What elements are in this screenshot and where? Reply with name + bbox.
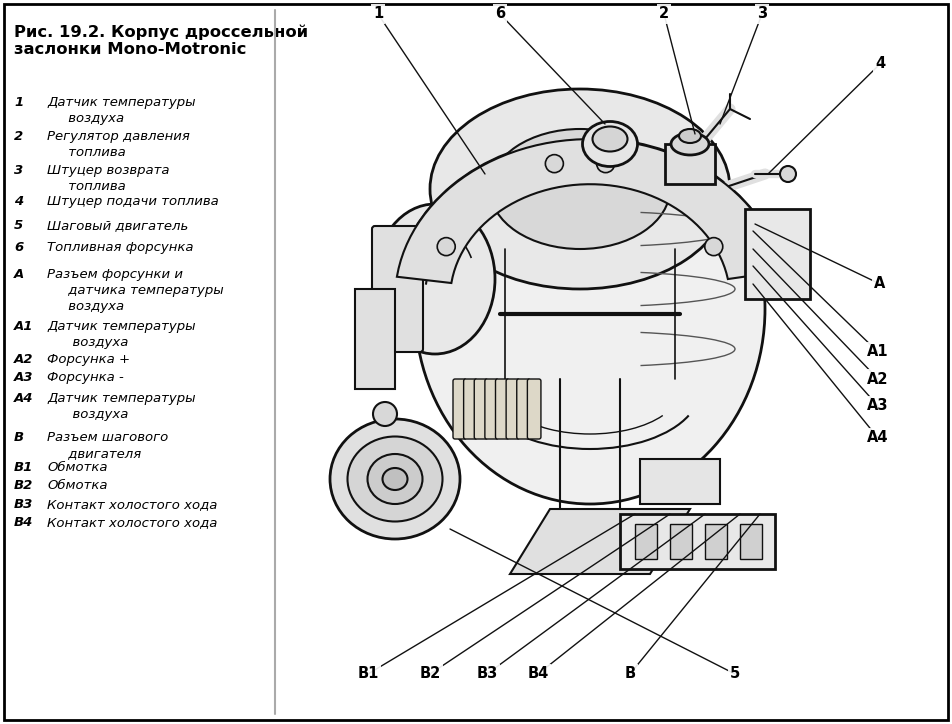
Text: B4: B4 bbox=[527, 667, 548, 681]
Polygon shape bbox=[397, 139, 782, 283]
Text: A3: A3 bbox=[14, 371, 33, 384]
Text: Форсунка +: Форсунка + bbox=[47, 353, 130, 366]
FancyBboxPatch shape bbox=[453, 379, 466, 439]
Text: B2: B2 bbox=[420, 667, 441, 681]
Text: B2: B2 bbox=[14, 479, 33, 492]
Ellipse shape bbox=[583, 122, 638, 167]
FancyBboxPatch shape bbox=[495, 379, 509, 439]
Ellipse shape bbox=[679, 129, 701, 143]
Text: 1: 1 bbox=[14, 96, 23, 109]
Text: Форсунка -: Форсунка - bbox=[47, 371, 124, 384]
Text: A: A bbox=[14, 268, 24, 281]
FancyBboxPatch shape bbox=[517, 379, 530, 439]
FancyBboxPatch shape bbox=[485, 379, 499, 439]
Bar bbox=[635, 524, 657, 559]
Text: A: A bbox=[874, 277, 885, 292]
Text: заслонки Mono-Motronic: заслонки Mono-Motronic bbox=[14, 42, 247, 57]
Circle shape bbox=[780, 166, 796, 182]
Text: Топливная форсунка: Топливная форсунка bbox=[47, 241, 193, 254]
FancyBboxPatch shape bbox=[506, 379, 520, 439]
Ellipse shape bbox=[347, 437, 443, 521]
Bar bbox=[620, 514, 775, 569]
Text: Датчик температуры
     воздуха: Датчик температуры воздуха bbox=[47, 96, 195, 125]
Text: Контакт холостого хода: Контакт холостого хода bbox=[47, 516, 217, 529]
Ellipse shape bbox=[592, 127, 627, 151]
Text: B3: B3 bbox=[476, 667, 498, 681]
Text: Обмотка: Обмотка bbox=[47, 461, 108, 474]
Text: Регулятор давления
     топлива: Регулятор давления топлива bbox=[47, 130, 189, 159]
Text: A4: A4 bbox=[14, 392, 33, 405]
Text: 5: 5 bbox=[14, 219, 23, 232]
FancyBboxPatch shape bbox=[464, 379, 477, 439]
Text: Контакт холостого хода: Контакт холостого хода bbox=[47, 498, 217, 511]
FancyBboxPatch shape bbox=[474, 379, 487, 439]
Text: Штуцер возврата
     топлива: Штуцер возврата топлива bbox=[47, 164, 169, 193]
Text: 6: 6 bbox=[14, 241, 23, 254]
Text: Шаговый двигатель: Шаговый двигатель bbox=[47, 219, 188, 232]
FancyBboxPatch shape bbox=[372, 226, 423, 352]
Text: A2: A2 bbox=[867, 371, 889, 387]
Text: 2: 2 bbox=[659, 7, 669, 22]
Circle shape bbox=[704, 237, 723, 256]
Ellipse shape bbox=[375, 204, 495, 354]
Text: 4: 4 bbox=[875, 56, 885, 72]
Circle shape bbox=[373, 402, 397, 426]
Text: A4: A4 bbox=[867, 431, 889, 445]
Text: B4: B4 bbox=[14, 516, 33, 529]
Text: 1: 1 bbox=[373, 7, 383, 22]
Bar bbox=[705, 524, 727, 559]
Text: Штуцер подачи топлива: Штуцер подачи топлива bbox=[47, 195, 219, 209]
Circle shape bbox=[545, 155, 564, 172]
Text: Разъем форсунки и
     датчика температуры
     воздуха: Разъем форсунки и датчика температуры во… bbox=[47, 268, 224, 313]
Text: A1: A1 bbox=[14, 320, 33, 333]
Text: 3: 3 bbox=[757, 7, 767, 22]
Bar bbox=[740, 524, 762, 559]
Circle shape bbox=[437, 237, 455, 256]
Text: 6: 6 bbox=[495, 7, 506, 22]
Circle shape bbox=[597, 155, 615, 172]
Text: B1: B1 bbox=[357, 667, 379, 681]
Ellipse shape bbox=[383, 468, 407, 490]
FancyBboxPatch shape bbox=[527, 379, 541, 439]
Bar bbox=[745, 209, 810, 299]
Text: B1: B1 bbox=[14, 461, 33, 474]
Text: B3: B3 bbox=[14, 498, 33, 511]
Text: Датчик температуры
      воздуха: Датчик температуры воздуха bbox=[47, 320, 195, 349]
Text: B: B bbox=[625, 667, 636, 681]
Ellipse shape bbox=[415, 114, 765, 504]
Text: A2: A2 bbox=[14, 353, 33, 366]
Bar bbox=[670, 524, 692, 559]
Ellipse shape bbox=[367, 454, 423, 504]
Text: Обмотка: Обмотка bbox=[47, 479, 108, 492]
Ellipse shape bbox=[430, 89, 730, 289]
Polygon shape bbox=[510, 509, 690, 574]
Ellipse shape bbox=[671, 133, 709, 155]
Text: 5: 5 bbox=[730, 667, 740, 681]
Bar bbox=[640, 459, 720, 504]
Text: Датчик температуры
      воздуха: Датчик температуры воздуха bbox=[47, 392, 195, 421]
Text: 4: 4 bbox=[14, 195, 23, 209]
Text: Разъем шагового
     двигателя: Разъем шагового двигателя bbox=[47, 431, 169, 460]
Ellipse shape bbox=[490, 129, 670, 249]
Text: A1: A1 bbox=[867, 345, 889, 360]
Text: B: B bbox=[14, 431, 24, 444]
Bar bbox=[355, 289, 395, 389]
Text: 3: 3 bbox=[14, 164, 23, 177]
Ellipse shape bbox=[330, 419, 460, 539]
Bar bbox=[665, 144, 715, 184]
Text: Рис. 19.2. Корпус дроссельной: Рис. 19.2. Корпус дроссельной bbox=[14, 24, 308, 40]
Text: 2: 2 bbox=[14, 130, 23, 143]
Text: A3: A3 bbox=[867, 398, 889, 413]
